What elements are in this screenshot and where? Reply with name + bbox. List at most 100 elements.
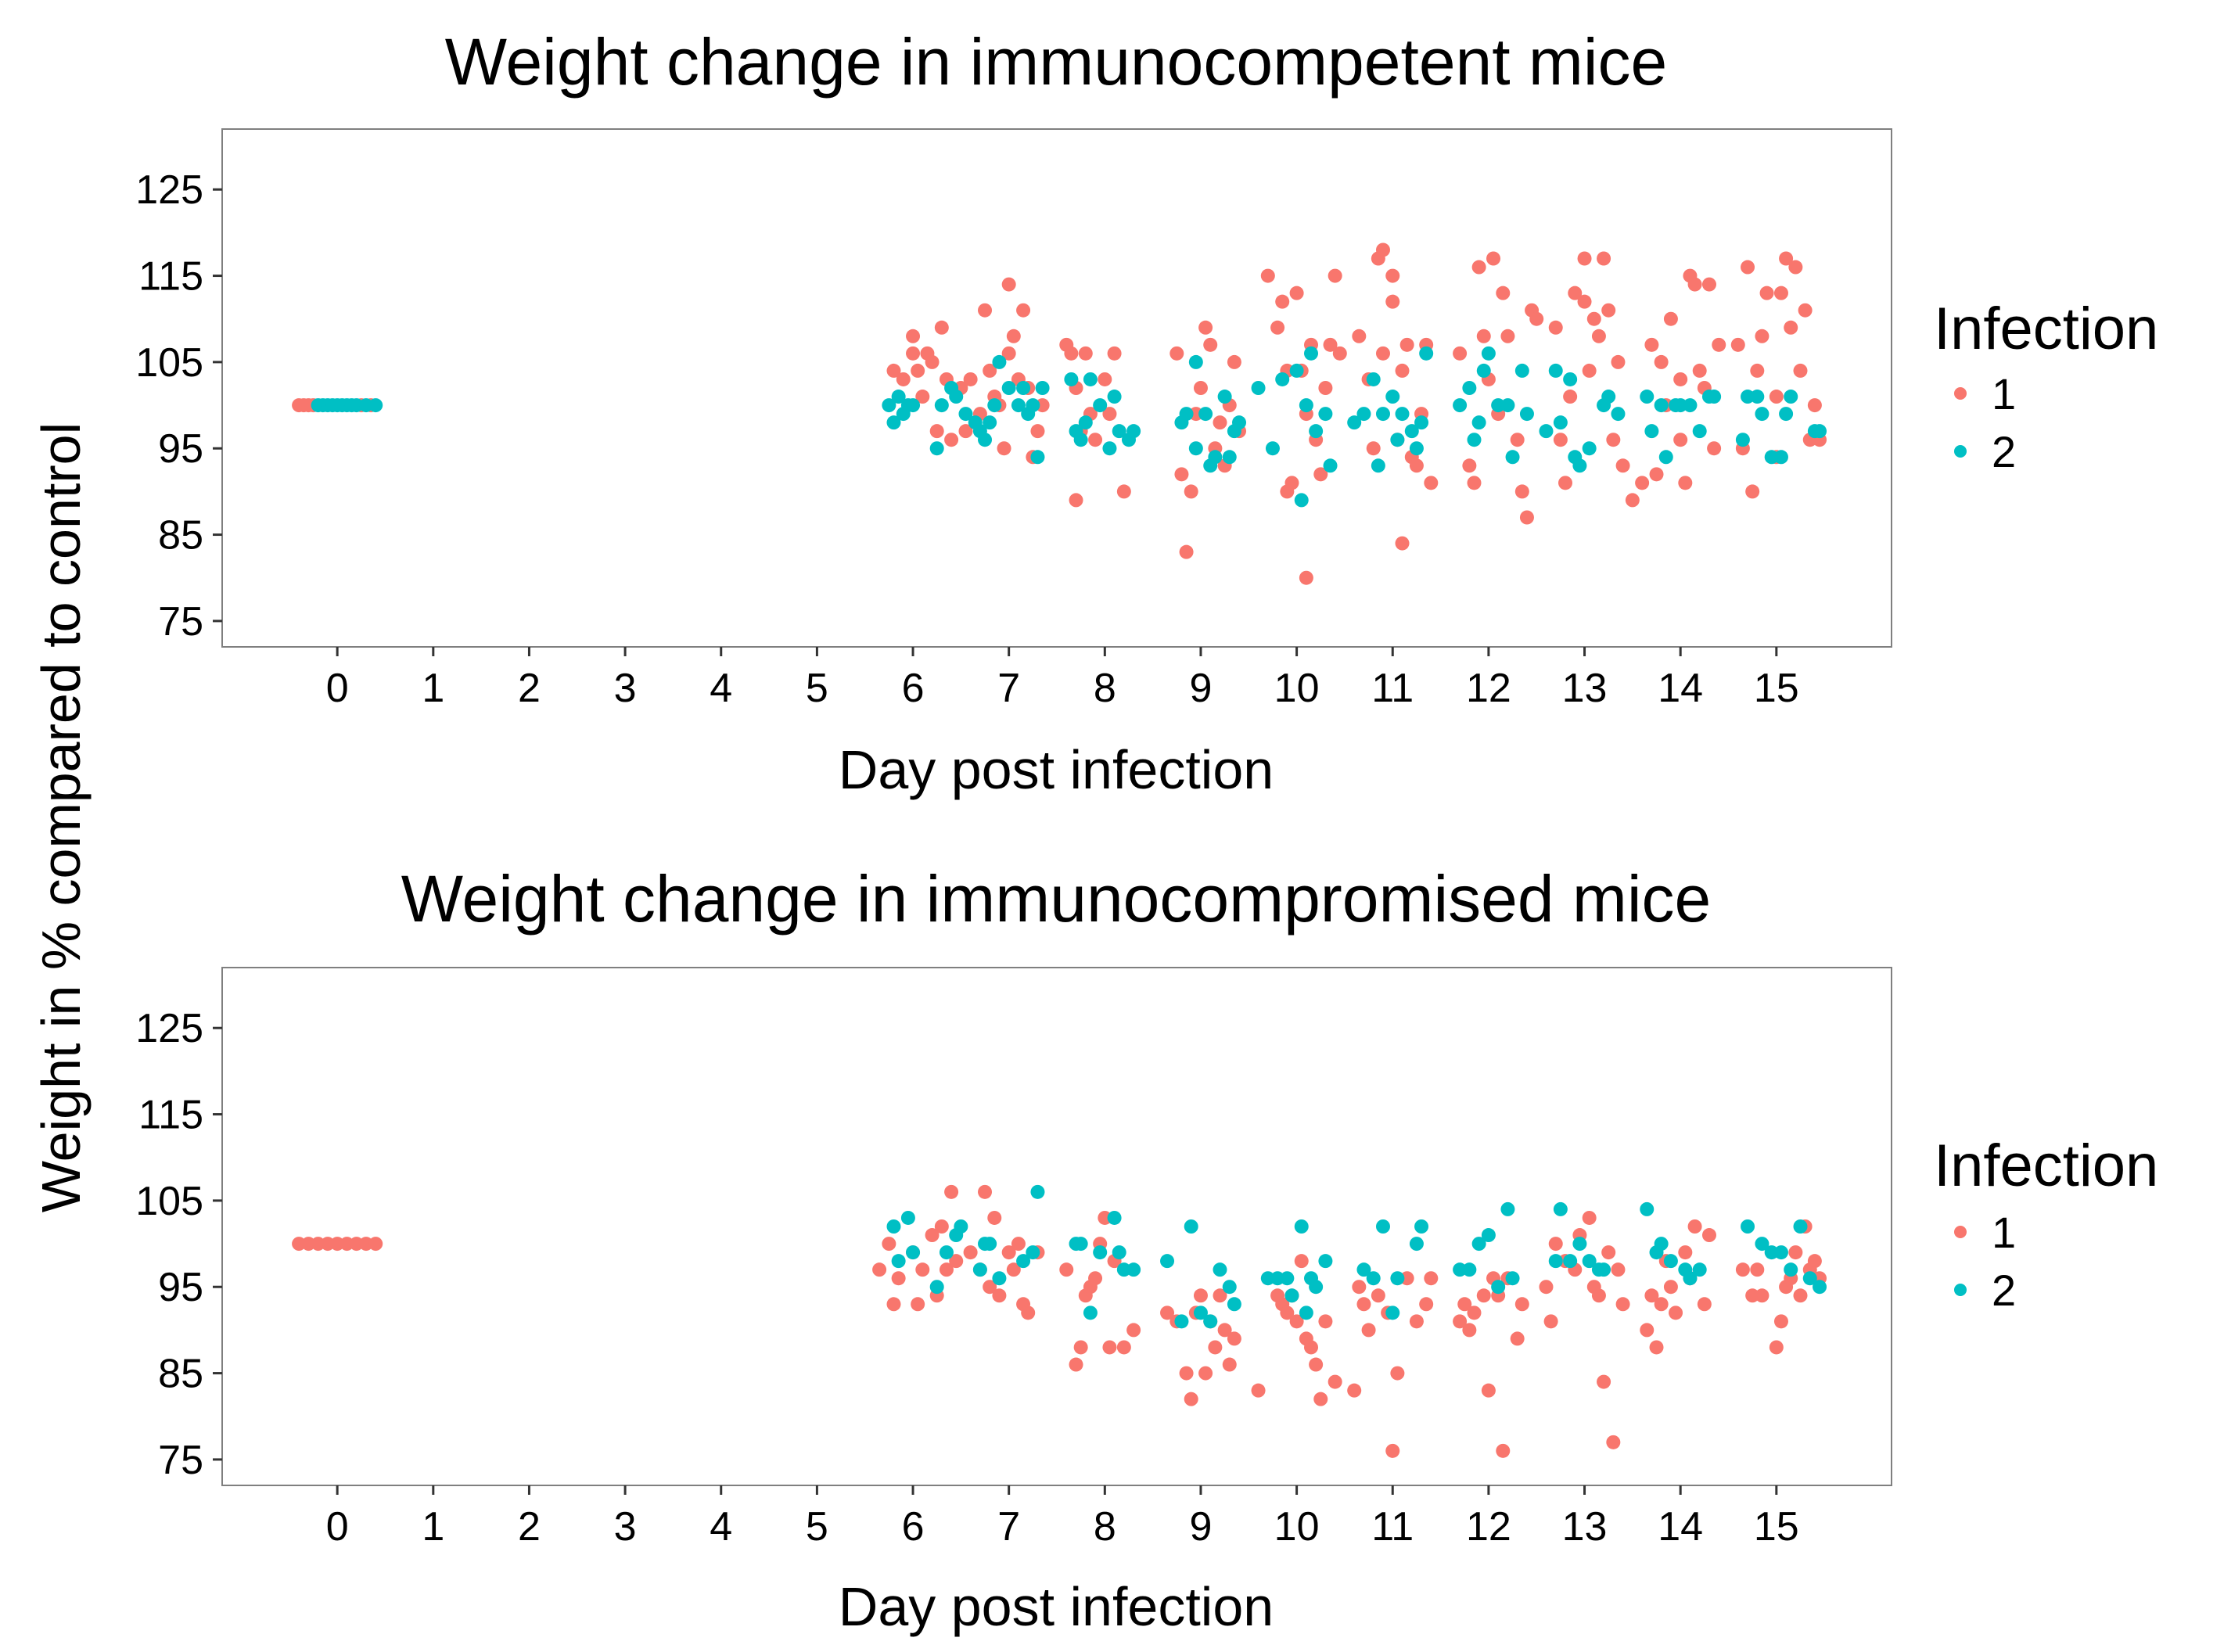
- data-point-infection-2: [958, 407, 973, 422]
- data-point-infection-1: [1577, 294, 1592, 309]
- data-point-infection-2: [1601, 390, 1616, 404]
- data-point-infection-2: [1107, 1210, 1122, 1225]
- data-points: [292, 1184, 1827, 1458]
- data-point-infection-1: [1807, 398, 1822, 413]
- data-point-infection-1: [983, 1280, 997, 1295]
- data-point-infection-1: [1649, 1340, 1664, 1355]
- data-point-infection-2: [886, 1219, 901, 1234]
- data-point-infection-1: [1107, 346, 1122, 361]
- data-point-infection-1: [1582, 1210, 1597, 1225]
- data-point-infection-1: [1597, 251, 1611, 266]
- data-point-infection-2: [1773, 450, 1788, 465]
- data-point-infection-2: [1280, 1271, 1295, 1286]
- data-point-infection-1: [1260, 268, 1275, 283]
- data-point-infection-1: [1712, 337, 1726, 352]
- data-point-infection-1: [1539, 1280, 1554, 1295]
- data-point-infection-2: [1083, 372, 1098, 386]
- data-point-infection-1: [1597, 1374, 1611, 1389]
- data-point-infection-1: [1275, 294, 1290, 309]
- data-point-infection-2: [900, 1210, 915, 1225]
- x-tick-label: 8: [1094, 666, 1116, 711]
- data-point-infection-2: [1500, 1201, 1515, 1216]
- data-point-infection-1: [1654, 354, 1669, 369]
- data-point-infection-1: [1328, 268, 1342, 283]
- data-point-infection-1: [1193, 1288, 1208, 1303]
- data-point-infection-1: [882, 1237, 896, 1252]
- data-point-infection-1: [1313, 1392, 1328, 1406]
- y-tick-label: 85: [158, 1352, 203, 1397]
- data-point-infection-2: [1011, 398, 1026, 413]
- data-point-infection-1: [1102, 407, 1117, 422]
- data-point-infection-1: [1611, 354, 1626, 369]
- data-point-infection-2: [1505, 1271, 1520, 1286]
- data-point-infection-1: [1453, 1314, 1468, 1329]
- data-point-infection-2: [1582, 1254, 1597, 1269]
- data-points: [292, 242, 1827, 585]
- x-tick-label: 11: [1371, 1504, 1414, 1550]
- x-tick-label: 12: [1466, 1504, 1511, 1550]
- y-tick-label: 125: [135, 1006, 203, 1051]
- data-point-infection-2: [1471, 1237, 1486, 1252]
- x-axis: 0 1 2 3 4 5 6 7 8 9 10 11 12 13 14 15: [326, 647, 1799, 711]
- data-point-infection-1: [1208, 1340, 1223, 1355]
- data-point-infection-2: [1294, 1219, 1309, 1234]
- data-point-infection-1: [1568, 286, 1583, 300]
- data-point-infection-2: [1390, 1271, 1405, 1286]
- chart-title: Weight change in immunocompromised mice: [401, 862, 1712, 936]
- data-point-infection-1: [1577, 251, 1592, 266]
- data-point-infection-1: [1553, 433, 1568, 447]
- y-tick-label: 75: [158, 599, 203, 645]
- data-point-infection-2: [1251, 381, 1266, 395]
- data-point-infection-2: [1356, 1262, 1371, 1277]
- data-point-infection-2: [1309, 424, 1324, 439]
- data-point-infection-1: [1375, 242, 1390, 257]
- data-point-infection-2: [1707, 390, 1722, 404]
- data-point-infection-2: [1390, 433, 1405, 447]
- data-point-infection-2: [1112, 1245, 1126, 1260]
- data-point-infection-2: [1188, 441, 1203, 456]
- data-point-infection-1: [992, 1288, 1007, 1303]
- data-point-infection-1: [1395, 363, 1410, 378]
- data-point-infection-2: [1294, 493, 1309, 508]
- data-point-infection-2: [1073, 433, 1088, 447]
- data-point-infection-1: [1289, 286, 1304, 300]
- data-point-infection-1: [1692, 363, 1707, 378]
- y-tick-label: 95: [158, 426, 203, 472]
- data-point-infection-1: [1601, 303, 1616, 318]
- data-point-infection-1: [1519, 510, 1534, 525]
- data-point-infection-2: [1481, 1228, 1496, 1243]
- data-point-infection-2: [1064, 372, 1079, 386]
- data-point-infection-2: [1419, 346, 1434, 361]
- data-point-infection-2: [1654, 398, 1669, 413]
- data-point-infection-2: [1227, 1297, 1241, 1312]
- data-point-infection-1: [1001, 346, 1016, 361]
- data-point-infection-1: [1663, 311, 1678, 326]
- data-point-infection-2: [1481, 346, 1496, 361]
- data-point-infection-2: [1126, 424, 1141, 439]
- data-point-infection-1: [929, 424, 944, 439]
- data-point-infection-1: [886, 1297, 901, 1312]
- data-point-infection-1: [1395, 536, 1410, 551]
- data-point-infection-1: [1399, 337, 1414, 352]
- data-point-infection-1: [1563, 390, 1578, 404]
- data-point-infection-1: [983, 363, 997, 378]
- data-point-infection-1: [1514, 1297, 1529, 1312]
- data-point-infection-2: [1692, 1262, 1707, 1277]
- data-point-infection-1: [1318, 381, 1333, 395]
- data-point-infection-2: [1026, 1245, 1040, 1260]
- data-point-infection-1: [1462, 458, 1477, 473]
- data-point-infection-2: [1188, 354, 1203, 369]
- data-point-infection-1: [1529, 311, 1544, 326]
- data-point-infection-1: [1467, 1305, 1482, 1320]
- y-tick-label: 85: [158, 513, 203, 558]
- data-point-infection-2: [1375, 1219, 1390, 1234]
- data-point-infection-2: [972, 1262, 987, 1277]
- data-point-infection-2: [983, 1237, 997, 1252]
- data-point-infection-1: [1548, 320, 1563, 335]
- data-point-infection-1: [1289, 1314, 1304, 1329]
- plot-panel: [221, 967, 1892, 1486]
- data-point-infection-2: [1409, 1237, 1424, 1252]
- data-point-infection-2: [1112, 424, 1126, 439]
- data-point-infection-1: [1582, 363, 1597, 378]
- data-point-infection-1: [934, 320, 949, 335]
